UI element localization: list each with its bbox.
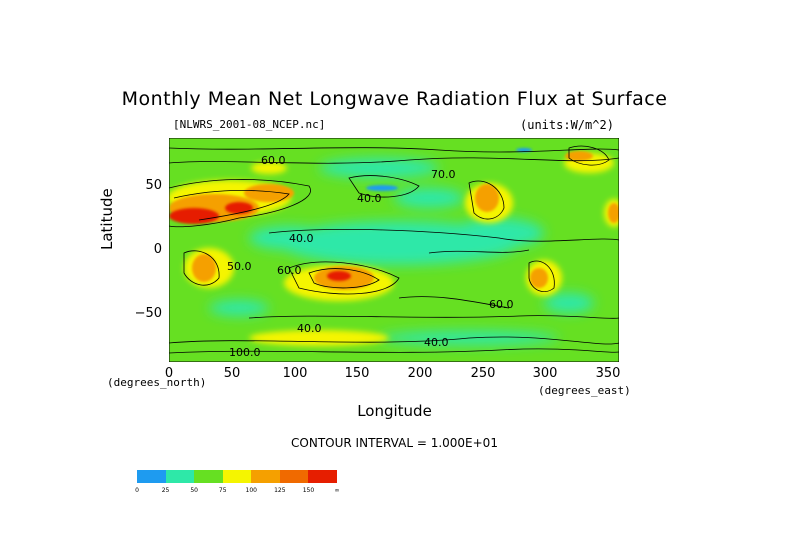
contour-label: 40.0 [357,192,382,205]
x-unit-label: (degrees_east) [538,384,631,397]
chart-title: Monthly Mean Net Longwave Radiation Flux… [121,88,668,110]
units-label: (units:W/m^2) [520,118,614,132]
x-tick-label: 0 [164,366,174,381]
colorbar-swatch [194,470,223,483]
colorbar-swatch [308,470,337,483]
colorbar-swatch [251,470,280,483]
contour-label: 70.0 [431,168,456,181]
contour-interval-label: CONTOUR INTERVAL = 1.000E+01 [291,436,498,450]
colorbar-tick-label: 75 [218,487,227,494]
contour-label: 40.0 [297,322,322,335]
contour-label: 40.0 [289,232,314,245]
heatmap-plot: 60.0 40.0 40.0 50.0 60.0 60.0 70.0 40.0 … [169,138,619,362]
contour-label: 60.0 [261,154,286,167]
y-tick-label: −50 [134,306,162,321]
contour-label: 40.0 [424,336,449,349]
x-tick-label: 150 [344,366,370,381]
y-tick-label: 0 [153,242,162,257]
orange-regions [169,151,619,290]
colorbar-tick-label: 125 [274,487,286,494]
colorbar-tick-label: 150 [302,487,315,494]
x-tick-label: 50 [223,366,241,381]
y-axis-label: Latitude [98,188,116,250]
contour-label: 60.0 [277,264,302,277]
x-tick-label: 200 [407,366,433,381]
colorbar-tick-label: 50 [190,487,198,494]
contour-label: 60.0 [489,298,514,311]
contour-text: 60.0 40.0 40.0 50.0 60.0 60.0 70.0 40.0 … [227,154,514,359]
colorbar-tick-label: ∞ [334,487,340,494]
x-tick-label: 300 [532,366,558,381]
x-tick-label: 100 [282,366,308,381]
contour-label: 50.0 [227,260,252,273]
x-tick-label: 350 [595,366,621,381]
x-tick-label: 250 [470,366,496,381]
contour-label: 100.0 [229,346,261,359]
y-unit-label: (degrees_north) [107,376,207,389]
colorbar-tick-label: 0 [135,487,139,494]
colorbar-tick-label: 25 [161,487,170,494]
source-file-label: [NLWRS_2001-08_NCEP.nc] [173,118,326,131]
contour-lines [169,145,619,354]
x-axis-label: Longitude [357,402,432,420]
colorbar-swatch [279,470,309,483]
cyan-regions [209,158,594,345]
colorbar-swatch [137,470,166,483]
blue-regions [366,148,532,191]
colorbar-swatch [165,470,195,483]
colorbar-tick-label: 100 [245,487,257,494]
y-tick-label: 50 [145,178,162,193]
colorbar-swatch [222,470,252,483]
